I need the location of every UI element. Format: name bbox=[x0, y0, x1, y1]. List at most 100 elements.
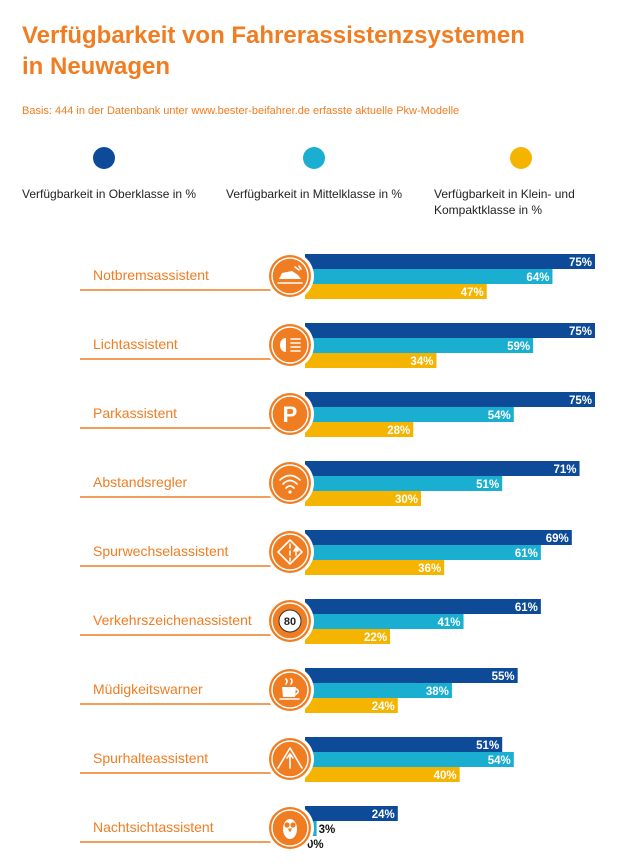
bar-ober bbox=[305, 323, 595, 338]
value-label-klein: 36% bbox=[418, 563, 441, 575]
category-label: Spurwechselassistent bbox=[93, 543, 229, 559]
category-label: Parkassistent bbox=[93, 405, 177, 421]
value-label-ober: 24% bbox=[372, 809, 395, 821]
bar-mittel bbox=[305, 338, 534, 353]
value-label-klein: 47% bbox=[461, 287, 484, 299]
value-label-mittel: 54% bbox=[488, 410, 511, 422]
bar-mittel bbox=[305, 407, 514, 422]
speed-sign-number: 80 bbox=[284, 616, 296, 628]
legend-dot-klein bbox=[510, 147, 532, 169]
lane-change-icon-glyph bbox=[277, 539, 303, 565]
title-line-1: Verfügbarkeit von Fahrerassistenzsysteme… bbox=[22, 22, 525, 49]
icon-ring bbox=[271, 326, 309, 364]
icon-ring bbox=[271, 602, 309, 640]
category-row-6: 61% 41% 22% Verkehrszeichenassistent 80 bbox=[80, 597, 541, 645]
bar-mittel bbox=[305, 269, 553, 284]
category-row-2: 75% 59% 34% Lichtassistent bbox=[80, 321, 595, 369]
category-row-8: 51% 54% 40% Spurhalteassistent bbox=[80, 735, 514, 783]
basis-note: Basis: 444 in der Datenbank unter www.be… bbox=[22, 105, 460, 117]
bar-ober bbox=[305, 392, 595, 407]
distance-radar-icon-glyph bbox=[279, 474, 301, 494]
value-label-klein: 40% bbox=[434, 770, 457, 782]
category-label: Nachtsichtassistent bbox=[93, 819, 214, 835]
icon-ring bbox=[271, 464, 309, 502]
value-label-mittel: 59% bbox=[507, 341, 530, 353]
bar-ober bbox=[305, 737, 503, 752]
owl-icon-glyph bbox=[283, 819, 297, 839]
value-label-ober: 71% bbox=[554, 464, 577, 476]
bar-ober bbox=[305, 599, 541, 614]
title-line-2: in Neuwagen bbox=[22, 53, 171, 80]
car-crash-icon-glyph bbox=[277, 265, 303, 284]
value-label-klein: 0% bbox=[307, 839, 324, 851]
value-label-ober: 51% bbox=[476, 740, 499, 752]
bar-ober bbox=[305, 668, 518, 683]
value-label-mittel: 3% bbox=[319, 824, 336, 836]
bar-klein bbox=[305, 767, 460, 782]
headlight-icon-glyph bbox=[280, 338, 301, 352]
legend-label-mittel: Verfügbarkeit in Mittelklasse in % bbox=[226, 187, 403, 201]
value-label-mittel: 41% bbox=[438, 617, 461, 629]
parking-letter: P bbox=[283, 402, 298, 427]
bar-mittel bbox=[305, 614, 464, 629]
value-label-ober: 69% bbox=[546, 533, 569, 545]
value-label-mittel: 61% bbox=[515, 548, 538, 560]
bar-klein bbox=[305, 560, 445, 575]
speed-sign-icon-glyph: 80 bbox=[278, 609, 302, 633]
legend-label-klein: Verfügbarkeit in Klein- und Kompaktklass… bbox=[434, 186, 575, 218]
category-label: Notbremsassistent bbox=[93, 267, 209, 283]
parking-icon-glyph: P bbox=[283, 402, 298, 427]
bar-ober bbox=[305, 530, 572, 545]
value-label-mittel: 38% bbox=[426, 686, 449, 698]
value-label-klein: 30% bbox=[395, 494, 418, 506]
value-label-klein: 28% bbox=[387, 425, 410, 437]
category-row-7: 55% 38% 24% Müdigkeitswarner bbox=[80, 666, 518, 714]
distance-radar-icon bbox=[269, 462, 311, 504]
value-label-mittel: 64% bbox=[526, 272, 549, 284]
icon-ring bbox=[271, 740, 309, 778]
legend-label-klein-line-1: Verfügbarkeit in Klein- und bbox=[434, 187, 575, 201]
bar-mittel bbox=[305, 545, 541, 560]
category-row-4: 71% 51% 30% Abstandsregler bbox=[80, 459, 580, 507]
category-label: Spurhalteassistent bbox=[93, 750, 208, 766]
bar-mittel bbox=[305, 752, 514, 767]
icon-ring bbox=[271, 257, 309, 295]
category-label: Müdigkeitswarner bbox=[93, 681, 203, 697]
value-label-klein: 22% bbox=[364, 632, 387, 644]
category-row-3: 75% 54% 28% Parkassistent P bbox=[80, 390, 595, 438]
lane-keep-icon-glyph bbox=[277, 747, 303, 769]
value-label-mittel: 51% bbox=[476, 479, 499, 491]
page-title: Verfügbarkeit von Fahrerassistenzsysteme… bbox=[22, 20, 602, 82]
bar-mittel bbox=[305, 476, 503, 491]
icon-ring bbox=[271, 809, 309, 847]
coffee-cup-icon-glyph bbox=[279, 678, 300, 700]
category-row-9: 24% 3% 0% Nachtsichtassistent bbox=[80, 804, 398, 852]
icon-ring bbox=[271, 533, 309, 571]
parking-icon bbox=[269, 393, 311, 435]
legend-label-klein-line-2: Kompaktklasse in % bbox=[434, 203, 543, 217]
value-label-ober: 55% bbox=[492, 671, 515, 683]
bar-klein bbox=[305, 284, 487, 299]
value-label-klein: 34% bbox=[410, 356, 433, 368]
bar-ober bbox=[305, 254, 595, 269]
value-label-ober: 75% bbox=[569, 326, 592, 338]
category-row-5: 69% 61% 36% Spurwechselassistent bbox=[80, 528, 572, 576]
category-label: Abstandsregler bbox=[93, 474, 188, 490]
category-row-1: 75% 64% 47% Notbremsassistent bbox=[80, 252, 595, 300]
bar-klein bbox=[305, 422, 414, 437]
category-label: Verkehrszeichenassistent bbox=[93, 612, 252, 628]
bar-mittel bbox=[305, 683, 452, 698]
value-label-ober: 75% bbox=[569, 395, 592, 407]
legend-dot-mittel bbox=[303, 147, 325, 169]
legend-dot-ober bbox=[93, 147, 115, 169]
value-label-ober: 61% bbox=[515, 602, 538, 614]
bar-klein bbox=[305, 491, 421, 506]
bar-klein bbox=[305, 698, 398, 713]
value-label-mittel: 54% bbox=[488, 755, 511, 767]
icon-ring bbox=[271, 395, 309, 433]
bar-ober bbox=[305, 806, 398, 821]
icon-ring bbox=[271, 671, 309, 709]
legend-label-ober: Verfügbarkeit in Oberklasse in % bbox=[22, 187, 197, 201]
bar-klein bbox=[305, 353, 437, 368]
